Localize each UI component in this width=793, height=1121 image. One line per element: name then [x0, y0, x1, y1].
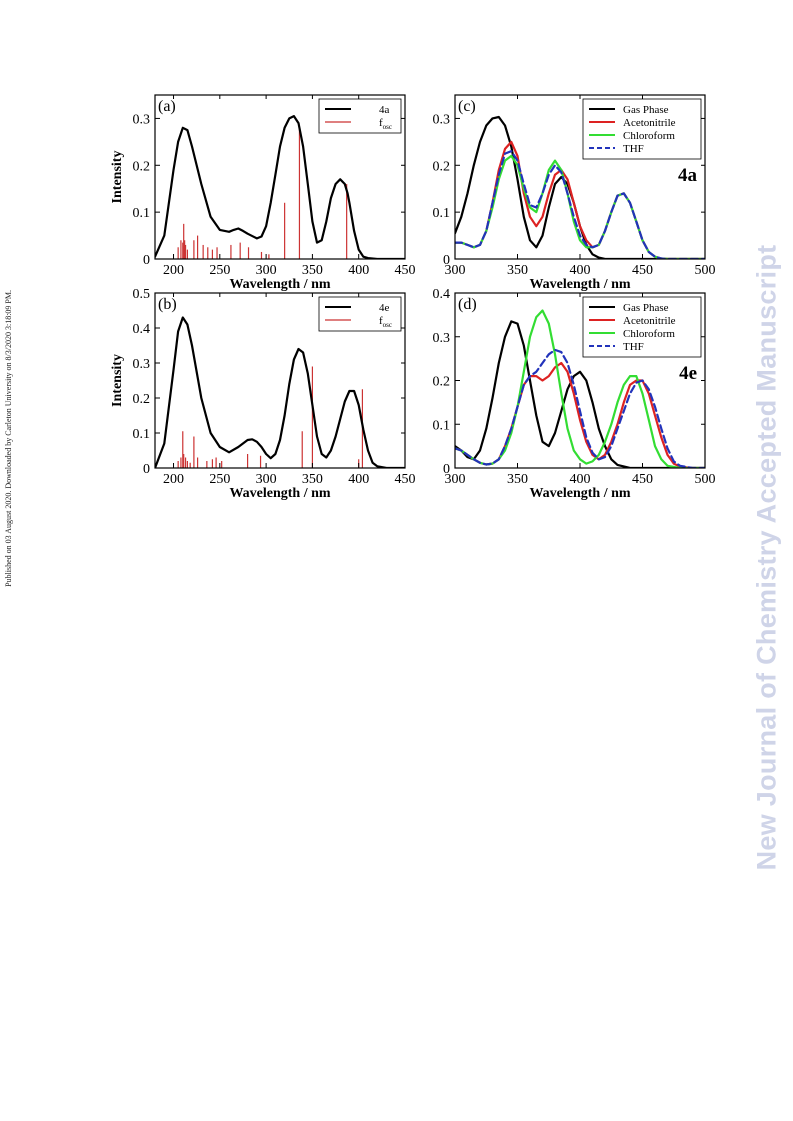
panel-label: (d): [458, 296, 477, 313]
x-tick-label: 300: [256, 263, 277, 278]
legend-entry-label: Chloroform: [623, 328, 675, 340]
y-tick-label: 0.2: [433, 375, 451, 390]
panel-d: 300 350 400 450 500 0 0.1 0.2 0.3 0.4 Wavelength /…: [433, 287, 716, 501]
x-tick-label: 350: [507, 472, 528, 487]
y-tick-label: 0.2: [133, 159, 151, 174]
thf-line: [455, 348, 705, 468]
y-tick-label: 0.1: [433, 418, 451, 433]
y-tick-label: 0.3: [133, 112, 151, 127]
legend-entry-label: Gas Phase: [623, 302, 669, 314]
x-tick-label: 350: [302, 472, 323, 487]
x-axis-label: Wavelength / nm: [529, 486, 630, 501]
y-tick-label: 0.1: [133, 427, 151, 442]
panel-label: (b): [158, 296, 177, 313]
y-tick-label: 0: [143, 462, 150, 477]
y-tick-label: 0.3: [433, 112, 451, 127]
y-tick-label: 0.3: [133, 357, 151, 372]
x-tick-label: 300: [445, 263, 466, 278]
x-tick-label: 200: [163, 263, 184, 278]
x-axis-label: Wavelength / nm: [229, 486, 330, 501]
legend-entry-label: Acetonitrile: [623, 117, 676, 129]
legend-entry-label: Acetonitrile: [623, 315, 676, 327]
plot-frame: [154, 94, 406, 260]
x-tick-label: 250: [209, 472, 230, 487]
panel-c: 300 350 400 450 500 0 0.1 0.2 0.3 Wavelength / nm…: [433, 94, 716, 292]
legend-entry-label: 4a: [379, 104, 390, 116]
gas-phase-line: [455, 115, 705, 259]
thf-line: [455, 150, 705, 259]
y-tick-label: 0.1: [133, 206, 151, 221]
legend-entry-label: 4e: [379, 302, 390, 314]
panel-a: 200 250 300 350 400 450 0 0.1 0.2 0.3 Wavelength /…: [110, 94, 416, 292]
legend-box: [318, 98, 402, 134]
y-tick-label: 0.2: [133, 392, 151, 407]
legend-entry-label: THF: [623, 341, 644, 353]
x-tick-label: 400: [570, 263, 591, 278]
y-tick-label: 0: [143, 253, 150, 268]
x-tick-label: 450: [632, 472, 653, 487]
spectrum-line: [155, 114, 405, 259]
y-tick-label: 0.2: [433, 159, 451, 174]
compound-annotation: 4a: [678, 165, 698, 186]
y-tick-label: 0.4: [433, 287, 451, 302]
x-tick-label: 400: [570, 472, 591, 487]
x-axis-label: Wavelength / nm: [229, 277, 330, 292]
compound-annotation: 4e: [679, 363, 697, 384]
x-tick-label: 350: [507, 263, 528, 278]
legend-entry-label: THF: [623, 143, 644, 155]
y-tick-label: 0.5: [133, 287, 151, 302]
panel-label: (c): [458, 98, 476, 115]
x-axis-label: Wavelength / nm: [529, 277, 630, 292]
y-tick-label: 0: [443, 462, 450, 477]
x-tick-label: 450: [395, 263, 416, 278]
legend-entry-label: Gas Phase: [623, 104, 669, 116]
x-tick-label: 350: [302, 263, 323, 278]
plot-frame: [154, 292, 406, 469]
x-tick-label: 400: [348, 472, 369, 487]
x-tick-label: 450: [395, 472, 416, 487]
x-tick-label: 300: [445, 472, 466, 487]
x-tick-label: 450: [632, 263, 653, 278]
y-tick-label: 0: [443, 253, 450, 268]
y-tick-label: 0.3: [433, 331, 451, 346]
x-tick-label: 200: [163, 472, 184, 487]
x-tick-label: 500: [695, 263, 716, 278]
spectrum-line: [155, 316, 405, 468]
x-tick-label: 250: [209, 263, 230, 278]
legend-entry-label: Chloroform: [623, 130, 675, 142]
y-tick-label: 0.1: [433, 206, 451, 221]
panel-b: 200 250 300 350 400 450 0 0.1 0.2 0.3 0.4 0.5 Wavele…: [110, 287, 416, 501]
x-tick-label: 400: [348, 263, 369, 278]
y-tick-label: 0.4: [133, 322, 151, 337]
legend-box: [318, 296, 402, 332]
x-tick-label: 500: [695, 472, 716, 487]
y-axis-label: Intensity: [110, 151, 125, 204]
y-axis-label: Intensity: [110, 354, 125, 407]
x-tick-label: 300: [256, 472, 277, 487]
gas-phase-line: [455, 320, 705, 468]
panel-label: (a): [158, 98, 176, 115]
